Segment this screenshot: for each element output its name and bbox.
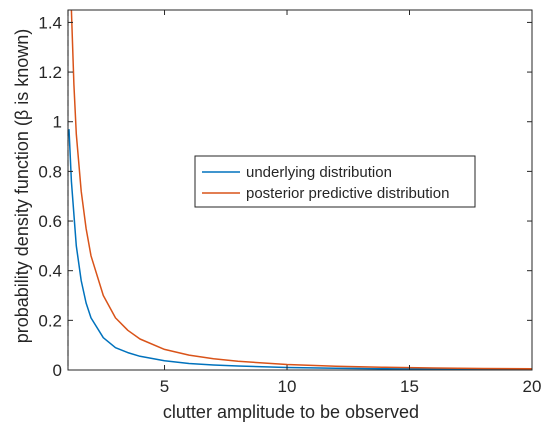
y-tick-label: 0 bbox=[53, 361, 62, 380]
y-tick-label: 0.8 bbox=[38, 162, 62, 181]
y-tick-label: 1.4 bbox=[38, 13, 62, 32]
underlying-distribution-line bbox=[68, 129, 532, 370]
y-tick-label: 0.2 bbox=[38, 311, 62, 330]
posterior-predictive-line bbox=[70, 10, 532, 370]
legend-box bbox=[194, 155, 476, 208]
legend-label-underlying: underlying distribution bbox=[246, 164, 392, 181]
y-tick-label: 1.2 bbox=[38, 63, 62, 82]
x-axis-label: clutter amplitude to be observed bbox=[163, 402, 419, 422]
y-tick-label: 1 bbox=[53, 113, 62, 132]
legend-label-posterior: posterior predictive distribution bbox=[246, 185, 449, 202]
x-tick-label: 5 bbox=[160, 377, 169, 396]
legend: underlying distribution posterior predic… bbox=[194, 155, 476, 208]
axes-box bbox=[67, 9, 533, 371]
y-tick-label: 0.6 bbox=[38, 212, 62, 231]
y-tick-label: 0.4 bbox=[38, 262, 62, 281]
x-tick-label: 15 bbox=[400, 377, 419, 396]
y-axis-label: probability density function (β is known… bbox=[12, 29, 32, 344]
x-tick-label: 10 bbox=[278, 377, 297, 396]
x-tick-label: 20 bbox=[523, 377, 542, 396]
axes: 5 10 15 20 0 0.2 0.4 0.6 0.8 1 1.2 1.4 bbox=[38, 9, 542, 396]
